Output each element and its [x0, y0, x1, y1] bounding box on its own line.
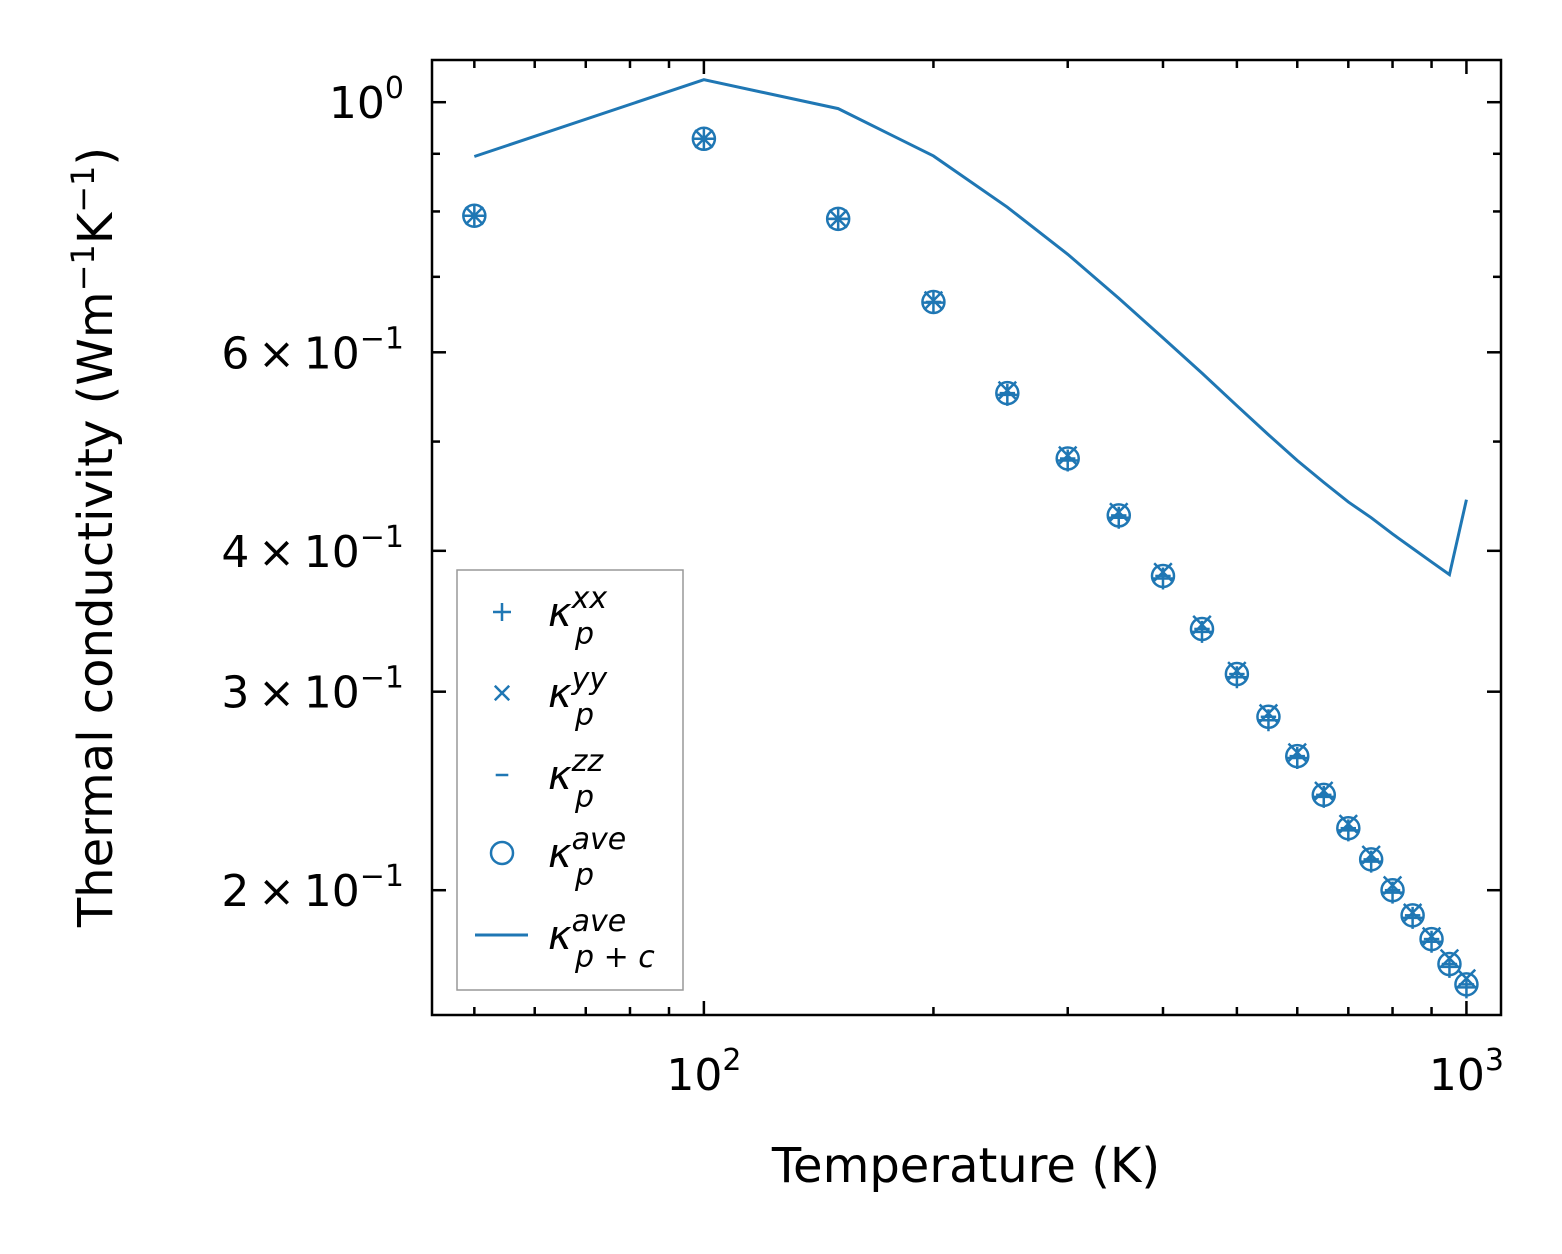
y-tick-label-mantissa: 4 × [221, 527, 303, 578]
y-axis-label-sup1: −1 [64, 244, 102, 291]
y-tick-label-exp: −1 [360, 859, 404, 894]
x-tick-label-base: 10 [666, 1050, 722, 1101]
legend-label-sup: ave [572, 904, 627, 939]
x-tick-label-base: 10 [1429, 1050, 1485, 1101]
y-tick-label: 6 × 10−1 [221, 321, 404, 379]
data-point-circle [825, 206, 851, 232]
legend-label-base: κ [548, 753, 572, 799]
series-line-kappa-pc-ave [473, 78, 1468, 578]
legend-entry: κxx p [493, 581, 607, 652]
y-tick-label-exp: −1 [360, 520, 404, 555]
y-axis-label-mid: K [68, 211, 124, 244]
data-point-circle [921, 289, 946, 315]
legend-label-sub: p [574, 858, 594, 893]
legend-label-sub: p + c [574, 940, 655, 975]
data-point-circle [1150, 563, 1176, 589]
y-tick-label-mantissa: 3 × [221, 668, 303, 719]
legend-label: κyy p [548, 662, 608, 733]
data-point-circle [1336, 815, 1361, 841]
legend-entry: κyy p [493, 662, 608, 733]
legend-label-base: κ [548, 913, 572, 959]
plot-frame [430, 58, 1503, 1017]
legend-label-sup: yy [571, 662, 609, 697]
x-tick-label: 102 [666, 1043, 741, 1101]
legend-label-sup: xx [571, 581, 608, 616]
legend-entry: κave p [489, 822, 626, 893]
data-point-plus [996, 383, 1019, 406]
legend-label: κzz p [548, 744, 604, 815]
data-point-circle [462, 203, 487, 229]
x-tick-label-exp: 3 [1485, 1043, 1504, 1078]
data-point-circle [1311, 782, 1337, 808]
y-tick-label: 3 × 10−1 [221, 661, 404, 719]
y-tick-label-mantissa: 6 × [221, 328, 303, 379]
legend-frame [456, 569, 684, 991]
y-tick-label-exp: −1 [360, 321, 404, 356]
data-point-circle [1256, 704, 1281, 730]
axis-ticks [432, 60, 1501, 1015]
legend-entry: κzz p [495, 744, 604, 815]
y-axis-label-sup2: −1 [64, 166, 102, 213]
y-axis-label: Thermal conductivity (Wm−1K−1) [64, 147, 124, 928]
legend-label-sup: zz [571, 744, 605, 779]
legend-label-sub: p [574, 780, 594, 815]
legend-marker-plus [493, 603, 511, 621]
data-point-circle [1189, 616, 1215, 642]
legend-label-sub: p [574, 698, 594, 733]
y-tick-label-base: 10 [304, 527, 360, 578]
legend-label: κave p + c [548, 904, 655, 975]
data-point-circle [1358, 847, 1384, 872]
y-tick-label-base: 10 [304, 866, 360, 917]
data-point-circle [1380, 877, 1405, 903]
y-tick-label-base: 10 [304, 328, 360, 379]
data-point-circle [1224, 661, 1250, 687]
legend-entry: κave p + c [475, 904, 655, 975]
plot-area [462, 78, 1479, 999]
legend-marker-circle [489, 840, 515, 866]
y-axis-label-main: Thermal conductivity (Wm [68, 291, 124, 928]
legend-label: κave p [548, 822, 626, 893]
legend-label-base: κ [548, 590, 572, 636]
legend-label-base: κ [548, 831, 572, 877]
y-tick-label-base: 10 [304, 668, 360, 719]
x-tick-label-exp: 2 [722, 1043, 741, 1078]
y-tick-label-exp: 0 [385, 71, 404, 106]
data-point-circle [1437, 951, 1462, 977]
legend-marker-x [493, 684, 511, 702]
data-point-circle [1454, 972, 1479, 997]
data-point-circle [1400, 903, 1425, 928]
data-point-circle [1106, 503, 1132, 528]
y-tick-label-exp: −1 [360, 661, 404, 696]
y-tick-label: 2 × 10−1 [221, 859, 404, 917]
x-tick-label: 103 [1429, 1043, 1504, 1101]
data-point-x [923, 290, 944, 311]
y-tick-label-mantissa: 2 × [221, 866, 303, 917]
y-axis-label-end: ) [68, 147, 124, 166]
legend-label-base: κ [548, 671, 572, 717]
data-point-plus [1056, 449, 1079, 472]
legend-label-sub: p [574, 617, 594, 652]
data-point-circle [995, 380, 1020, 406]
data-point-circle [1055, 446, 1080, 471]
data-point-circle [691, 126, 717, 152]
data-point-circle [1419, 926, 1444, 952]
legend-label-sup: ave [572, 822, 627, 857]
data-point-circle [1285, 743, 1310, 769]
y-tick-label-base: 10 [329, 78, 385, 129]
series-hline-markers [466, 137, 1475, 986]
series-circle-markers [462, 126, 1479, 997]
x-axis-label: Temperature (K) [771, 1138, 1160, 1194]
legend-label: κxx p [548, 581, 607, 652]
y-tick-label: 100 [329, 71, 404, 129]
y-tick-label: 4 × 10−1 [221, 520, 404, 578]
